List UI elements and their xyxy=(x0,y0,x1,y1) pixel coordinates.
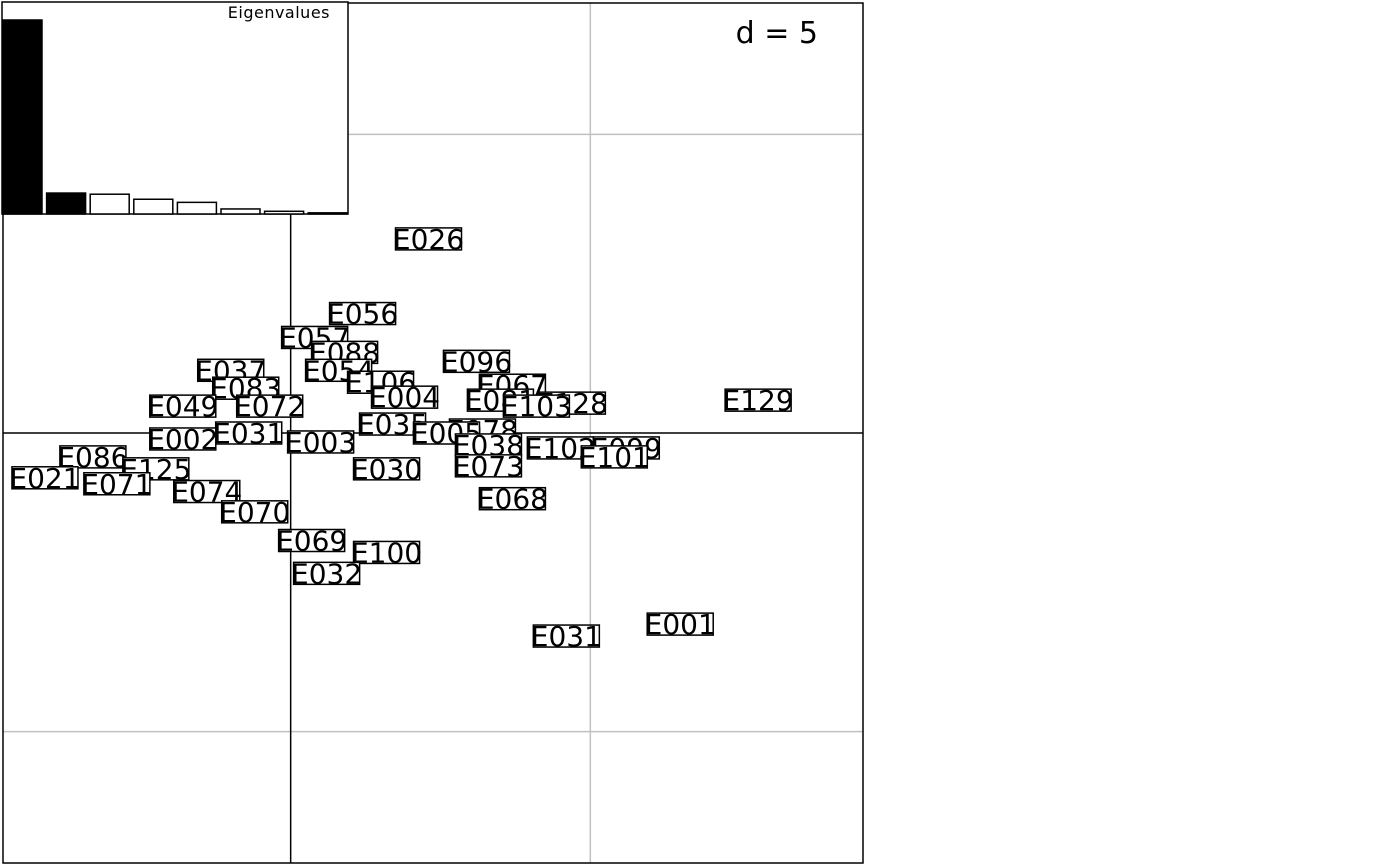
eigenvalue-bar xyxy=(133,198,174,215)
point-label: E103 xyxy=(501,390,572,423)
grid-step-label: d = 5 xyxy=(736,16,818,51)
point-label-group: E003 xyxy=(285,426,356,459)
point-label-group: E056 xyxy=(327,298,398,331)
point-label-group: E068 xyxy=(477,483,548,516)
point-label-group: E072 xyxy=(234,390,305,423)
point-label: E056 xyxy=(327,298,398,331)
inset-title: Eigenvalues xyxy=(228,3,330,22)
point-label-box xyxy=(235,394,304,418)
point-label-group: E073 xyxy=(453,450,524,483)
point-label-group: E032 xyxy=(291,557,362,590)
point-label-group: E101 xyxy=(579,441,650,474)
point-label-group: E026 xyxy=(393,223,464,256)
point-label: E096 xyxy=(441,345,512,378)
point-label-box xyxy=(292,561,361,586)
eigenvalue-bar xyxy=(2,19,43,215)
inset-bars xyxy=(2,19,348,215)
point-label-group: E069 xyxy=(276,525,347,558)
eigenvalue-bar xyxy=(89,193,130,215)
point-label-group: E001 xyxy=(645,608,716,641)
point-label-group: E030 xyxy=(351,453,422,486)
point-label-group: E049 xyxy=(147,390,218,423)
point-label-box xyxy=(580,445,649,469)
point-label: E031 xyxy=(531,620,602,653)
inset-frame xyxy=(1,1,349,215)
point-label-box xyxy=(328,301,397,326)
point-label-box xyxy=(724,388,792,412)
point-label-group: E031 xyxy=(213,417,284,450)
point-label: E071 xyxy=(81,468,152,501)
point-label: E001 xyxy=(645,608,716,641)
point-label: E032 xyxy=(291,557,362,590)
eigenvalue-bar xyxy=(176,201,218,215)
point-label: E003 xyxy=(285,426,356,459)
point-label-group: E100 xyxy=(351,536,422,569)
point-label: E072 xyxy=(234,390,305,423)
point-label: E068 xyxy=(477,483,548,516)
point-label-box xyxy=(352,540,421,565)
point-label-group: E096 xyxy=(441,345,512,378)
point-label-box xyxy=(646,612,714,636)
point-label-box xyxy=(370,385,439,409)
point-label: E073 xyxy=(453,450,524,483)
point-label-box xyxy=(149,394,217,418)
point-label: E002 xyxy=(147,423,218,456)
eigenvalue-bar xyxy=(220,208,261,215)
point-label-box xyxy=(442,349,511,374)
point-label: E049 xyxy=(147,390,218,423)
point-label-group: E021 xyxy=(9,462,80,495)
point-label-box xyxy=(173,479,241,504)
point-label-box xyxy=(352,457,421,481)
plot-frame xyxy=(2,2,864,864)
point-label-box xyxy=(502,394,571,418)
point-label-box xyxy=(149,427,217,451)
point-label-box xyxy=(59,445,127,469)
point-label-box xyxy=(478,486,547,511)
point-label-box xyxy=(277,528,346,553)
point-label-box xyxy=(11,466,79,490)
eigenvalue-bar xyxy=(45,192,87,215)
point-label-box xyxy=(532,624,601,648)
eigenvalue-bar xyxy=(307,212,348,215)
point-label: E030 xyxy=(351,453,422,486)
point-label: E026 xyxy=(393,223,464,256)
point-label: E004 xyxy=(369,381,440,414)
point-label-group: E002 xyxy=(147,423,218,456)
point-label-box xyxy=(286,430,355,454)
point-label: E101 xyxy=(579,441,650,474)
point-label-group: E070 xyxy=(219,496,290,529)
point-label: E100 xyxy=(351,536,422,569)
eigenvalues-inset: Eigenvalues xyxy=(1,1,349,215)
point-label-group: E129 xyxy=(723,384,794,417)
point-label: E031 xyxy=(213,417,284,450)
point-label-box xyxy=(454,454,523,478)
point-label-group: E004 xyxy=(369,381,440,414)
point-label: E070 xyxy=(219,496,290,529)
point-label-group: E031 xyxy=(531,620,602,653)
point-label-group: E071 xyxy=(81,468,152,501)
eigenvalue-bar xyxy=(263,210,305,215)
point-label: E021 xyxy=(9,462,80,495)
point-label-box xyxy=(394,227,463,251)
point-label: E129 xyxy=(723,384,794,417)
point-label-box xyxy=(83,472,151,496)
point-label-box xyxy=(220,500,289,524)
point-label-group: E103 xyxy=(501,390,572,423)
point-label: E069 xyxy=(276,525,347,558)
